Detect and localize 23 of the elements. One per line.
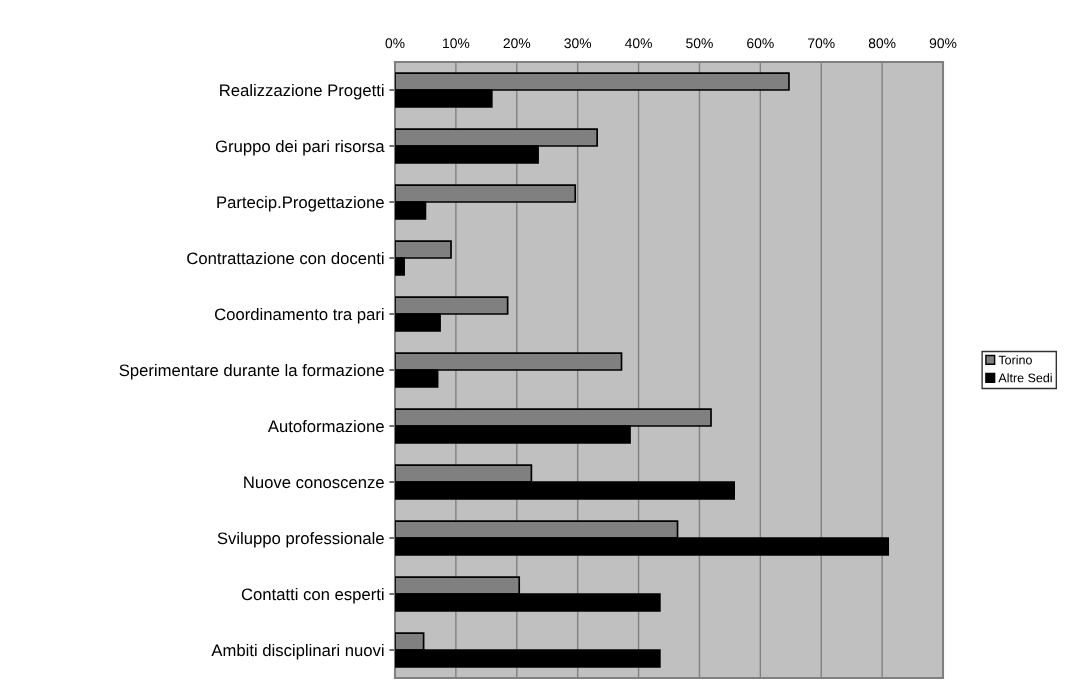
y-tick-label: Ambiti disciplinari nuovi bbox=[211, 643, 384, 660]
x-tick-label: 20% bbox=[503, 38, 531, 49]
y-tick-label: Contrattazione con docenti bbox=[187, 251, 384, 265]
y-tick-label: Partecip.Progettazione bbox=[217, 195, 384, 212]
y-tick-label: Autoformazione bbox=[267, 419, 384, 433]
legend-label: Altre Sedi bbox=[998, 373, 1052, 383]
x-tick-label: 10% bbox=[443, 38, 470, 49]
y-tick-label: Coordinamento tra pari bbox=[214, 307, 384, 324]
y-tick-label: Realizzazione Progetti bbox=[220, 83, 384, 100]
legend-label: Torino bbox=[998, 355, 1032, 365]
y-tick-label: Sviluppo professionale bbox=[217, 531, 384, 548]
x-tick-label: 60% bbox=[747, 38, 774, 49]
x-tick-label: 50% bbox=[686, 38, 713, 49]
x-tick-label: 80% bbox=[868, 38, 896, 49]
y-tick-label: Contatti con esperti bbox=[241, 587, 384, 604]
x-tick-label: 70% bbox=[808, 38, 835, 49]
y-tick-label: Nuove conoscenze bbox=[244, 476, 384, 489]
x-tick-label: 30% bbox=[564, 38, 592, 49]
x-tick-label: 40% bbox=[624, 38, 652, 49]
y-tick-label: Sperimentare durante la formazione bbox=[119, 363, 384, 380]
x-tick-label: 90% bbox=[929, 38, 957, 49]
y-tick-label: Gruppo dei pari risorsa bbox=[215, 139, 385, 156]
x-tick-label: 0% bbox=[385, 38, 405, 49]
